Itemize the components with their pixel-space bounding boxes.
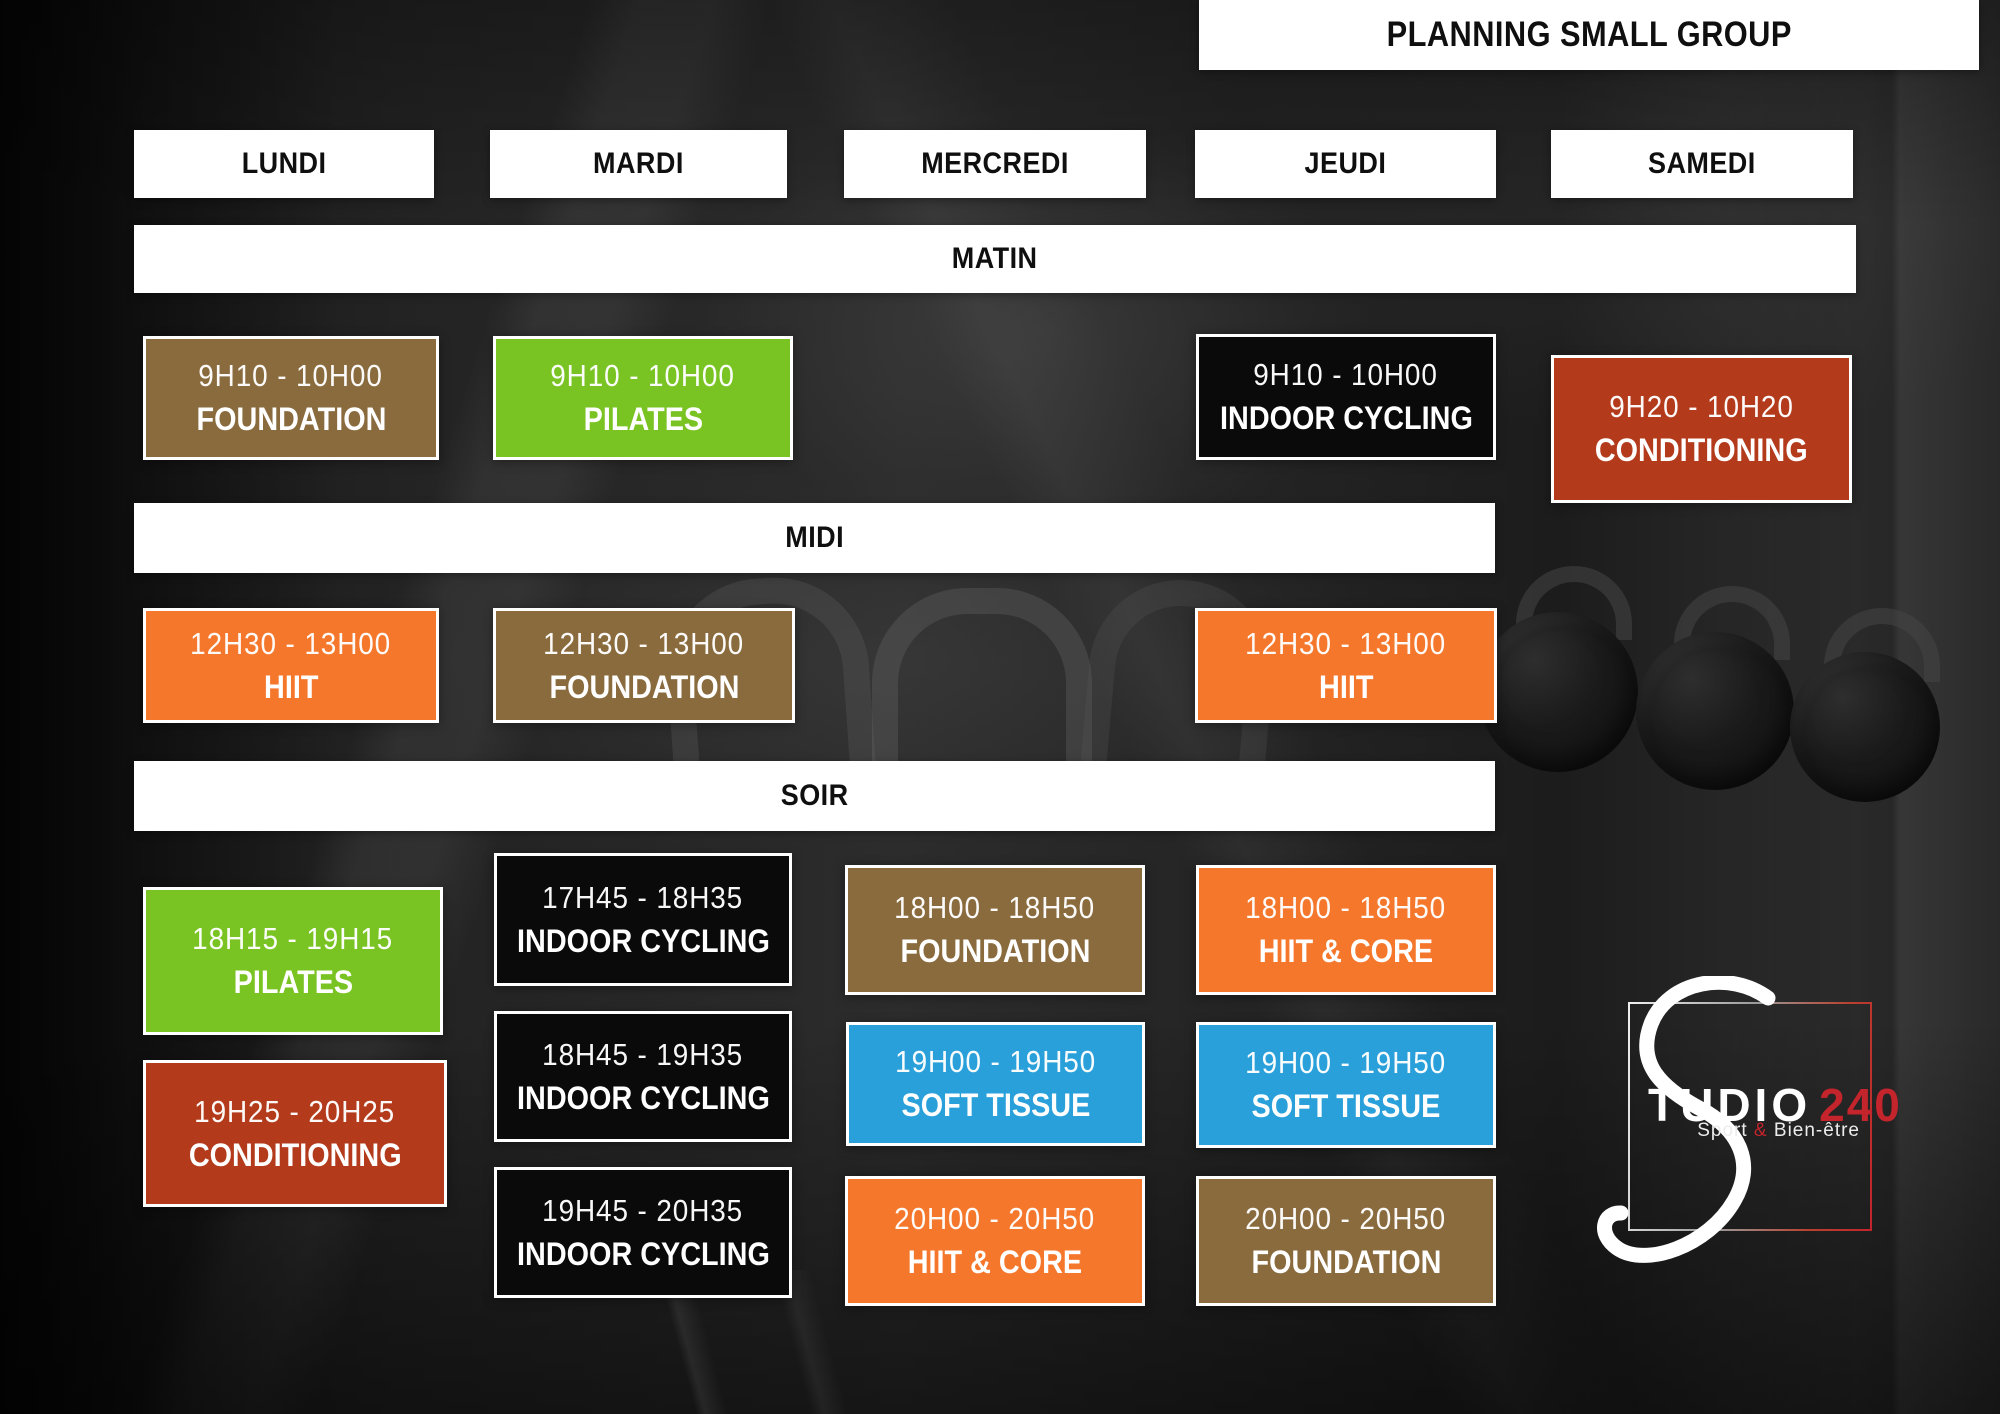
class-name: HIIT [263, 668, 319, 705]
title-text: PLANNING SMALL GROUP [1386, 15, 1792, 54]
class-time: 9H10 - 10H00 [550, 358, 736, 393]
card-soir-lundi-conditioning: 19H25 - 20H25 CONDITIONING [143, 1060, 447, 1207]
card-matin-mardi-pilates: 9H10 - 10H00 PILATES [493, 336, 793, 460]
card-soir-jeudi-hiit-core: 18H00 - 18H50 HIIT & CORE [1196, 865, 1496, 995]
class-name: PILATES [583, 401, 703, 437]
class-name: FOUNDATION [549, 668, 739, 705]
class-time: 12H30 - 13H00 [190, 625, 392, 661]
card-soir-mercredi-soft-tissue: 19H00 - 19H50 SOFT TISSUE [846, 1022, 1145, 1146]
class-name: HIIT [1318, 668, 1374, 705]
class-name: FOUNDATION [900, 933, 1090, 969]
logo-frame [1628, 1002, 1872, 1231]
tagline-bien-etre: Bien-être [1773, 1120, 1860, 1141]
day-label: SAMEDI [1648, 147, 1756, 180]
class-time: 9H10 - 10H00 [1253, 357, 1439, 392]
class-time: 12H30 - 13H00 [543, 625, 745, 661]
class-time: 12H30 - 13H00 [1245, 625, 1447, 661]
class-name: INDOOR CYCLING [516, 1235, 770, 1272]
kettlebell-body-icon [1636, 632, 1794, 790]
card-soir-jeudi-soft-tissue: 19H00 - 19H50 SOFT TISSUE [1196, 1022, 1496, 1148]
kettlebell-body-icon [1790, 652, 1940, 802]
class-time: 19H00 - 19H50 [895, 1044, 1096, 1079]
class-time: 18H15 - 19H15 [192, 921, 394, 956]
day-header-samedi: SAMEDI [1551, 130, 1853, 198]
card-midi-mardi-foundation: 12H30 - 13H00 FOUNDATION [493, 608, 795, 723]
class-time: 17H45 - 18H35 [542, 879, 744, 915]
section-label: SOIR [780, 779, 849, 812]
class-name: FOUNDATION [1251, 1244, 1441, 1280]
day-label: MERCREDI [921, 147, 1069, 180]
class-name: SOFT TISSUE [1251, 1088, 1441, 1124]
title-banner: PLANNING SMALL GROUP [1199, 0, 1979, 70]
card-midi-jeudi-hiit: 12H30 - 13H00 HIIT [1195, 608, 1497, 723]
class-time: 19H00 - 19H50 [1245, 1045, 1447, 1080]
class-time: 18H00 - 18H50 [894, 890, 1096, 925]
day-label: JEUDI [1304, 147, 1387, 180]
class-name: CONDITIONING [1595, 432, 1808, 468]
class-time: 20H00 - 20H50 [1245, 1201, 1447, 1236]
card-matin-samedi-conditioning: 9H20 - 10H20 CONDITIONING [1551, 355, 1852, 503]
day-header-mercredi: MERCREDI [844, 130, 1146, 198]
card-soir-mardi-indoor-cycling-2: 18H45 - 19H35 INDOOR CYCLING [494, 1011, 792, 1142]
day-header-lundi: LUNDI [134, 130, 434, 198]
card-soir-mercredi-hiit-core: 20H00 - 20H50 HIIT & CORE [845, 1176, 1145, 1306]
section-label: MIDI [785, 521, 844, 554]
class-time: 19H25 - 20H25 [194, 1093, 396, 1129]
class-time: 9H20 - 10H20 [1609, 389, 1794, 424]
logo-script-s-icon [1597, 976, 1776, 1263]
class-name: INDOOR CYCLING [1219, 400, 1473, 436]
class-name: INDOOR CYCLING [516, 1079, 770, 1116]
card-matin-jeudi-indoor-cycling: 9H10 - 10H00 INDOOR CYCLING [1196, 334, 1496, 460]
day-label: MARDI [593, 147, 684, 180]
class-time: 18H45 - 19H35 [542, 1036, 744, 1072]
day-header-mardi: MARDI [490, 130, 787, 198]
class-time: 19H45 - 20H35 [542, 1192, 744, 1228]
tagline-sport: Sport [1697, 1120, 1748, 1141]
class-time: 20H00 - 20H50 [894, 1201, 1096, 1236]
section-band-matin: MATIN [134, 225, 1856, 293]
card-soir-mardi-indoor-cycling-3: 19H45 - 20H35 INDOOR CYCLING [494, 1167, 792, 1298]
card-soir-jeudi-foundation: 20H00 - 20H50 FOUNDATION [1196, 1176, 1496, 1306]
class-name: HIIT & CORE [907, 1244, 1083, 1280]
class-name: SOFT TISSUE [901, 1087, 1090, 1123]
logo-tagline: Sport & Bien-être [1628, 1120, 1860, 1142]
logo-240-text: 240 [1819, 1079, 1902, 1131]
class-name: INDOOR CYCLING [516, 922, 770, 959]
card-matin-lundi-foundation: 9H10 - 10H00 FOUNDATION [143, 336, 439, 460]
card-midi-lundi-hiit: 12H30 - 13H00 HIIT [143, 608, 439, 723]
kettlebell-body-icon [1478, 612, 1638, 772]
class-time: 18H00 - 18H50 [1245, 890, 1447, 925]
day-label: LUNDI [241, 147, 327, 180]
section-band-midi: MIDI [134, 503, 1495, 573]
section-label: MATIN [952, 242, 1038, 275]
logo-wordmark: TUDIO 240 [1648, 1078, 1902, 1132]
class-time: 9H10 - 10H00 [198, 358, 384, 393]
class-name: FOUNDATION [196, 401, 386, 437]
class-name: HIIT & CORE [1258, 933, 1434, 969]
class-name: CONDITIONING [188, 1136, 402, 1173]
section-band-soir: SOIR [134, 761, 1495, 831]
day-header-jeudi: JEUDI [1195, 130, 1496, 198]
tagline-ampersand: & [1753, 1120, 1768, 1141]
class-name: PILATES [233, 964, 353, 1000]
card-soir-lundi-pilates: 18H15 - 19H15 PILATES [143, 887, 443, 1035]
logo-studio-text: TUDIO [1648, 1079, 1812, 1131]
card-soir-mardi-indoor-cycling-1: 17H45 - 18H35 INDOOR CYCLING [494, 853, 792, 986]
card-soir-mercredi-foundation: 18H00 - 18H50 FOUNDATION [845, 865, 1145, 995]
